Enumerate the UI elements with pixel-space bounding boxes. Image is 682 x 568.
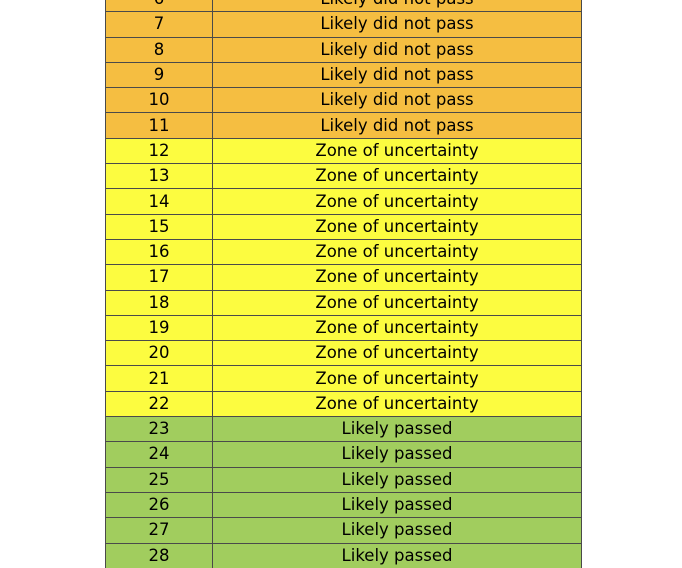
- status-cell[interactable]: Likely did not pass: [212, 11, 582, 38]
- status-cell[interactable]: Likely passed: [212, 491, 582, 519]
- score-cell[interactable]: 20: [105, 340, 213, 367]
- status-cell[interactable]: Zone of uncertainty: [212, 163, 582, 190]
- score-cell[interactable]: 25: [105, 466, 213, 493]
- table-row: 10 Likely did not pass: [105, 87, 582, 114]
- table-row: 8 Likely did not pass: [105, 36, 582, 63]
- status-cell[interactable]: Likely passed: [212, 466, 582, 493]
- table-row: 15 Zone of uncertainty: [105, 213, 582, 240]
- table-row: 19 Zone of uncertainty: [105, 314, 582, 342]
- score-cell[interactable]: 18: [105, 289, 213, 316]
- status-cell[interactable]: Zone of uncertainty: [212, 340, 582, 367]
- table-row: 17 Zone of uncertainty: [105, 264, 582, 291]
- status-cell[interactable]: Zone of uncertainty: [212, 213, 582, 240]
- score-cell[interactable]: 12: [105, 137, 213, 165]
- status-cell[interactable]: Zone of uncertainty: [212, 264, 582, 291]
- status-cell[interactable]: Likely passed: [212, 542, 582, 568]
- table-row: 20 Zone of uncertainty: [105, 340, 582, 367]
- status-cell[interactable]: Zone of uncertainty: [212, 238, 582, 266]
- table-row: 27 Likely passed: [105, 517, 582, 544]
- status-cell[interactable]: Zone of uncertainty: [212, 390, 582, 418]
- score-cell[interactable]: 15: [105, 213, 213, 240]
- score-cell[interactable]: 28: [105, 542, 213, 568]
- status-cell[interactable]: Zone of uncertainty: [212, 365, 582, 392]
- table-row: 18 Zone of uncertainty: [105, 289, 582, 316]
- table-row: 23 Likely passed: [105, 416, 582, 443]
- table-row: 25 Likely passed: [105, 466, 582, 493]
- score-cell[interactable]: 23: [105, 416, 213, 443]
- score-cell[interactable]: 21: [105, 365, 213, 392]
- table-row: 28 Likely passed: [105, 542, 582, 568]
- score-cell[interactable]: 11: [105, 112, 213, 139]
- status-cell[interactable]: Zone of uncertainty: [212, 137, 582, 165]
- table-row: 14 Zone of uncertainty: [105, 188, 582, 215]
- table-row: 22 Zone of uncertainty: [105, 390, 582, 418]
- score-cell[interactable]: 10: [105, 87, 213, 114]
- score-cell[interactable]: 13: [105, 163, 213, 190]
- score-cell[interactable]: 19: [105, 314, 213, 342]
- score-cell[interactable]: 16: [105, 238, 213, 266]
- status-cell[interactable]: Likely passed: [212, 416, 582, 443]
- score-cell[interactable]: 7: [105, 11, 213, 38]
- status-cell[interactable]: Likely did not pass: [212, 112, 582, 139]
- score-cell[interactable]: 6: [105, 0, 213, 13]
- score-cell[interactable]: 24: [105, 441, 213, 468]
- status-cell[interactable]: Likely did not pass: [212, 87, 582, 114]
- table-row: 13 Zone of uncertainty: [105, 163, 582, 190]
- status-cell[interactable]: Zone of uncertainty: [212, 188, 582, 215]
- score-cell[interactable]: 17: [105, 264, 213, 291]
- table-row: 12 Zone of uncertainty: [105, 137, 582, 165]
- status-cell[interactable]: Zone of uncertainty: [212, 289, 582, 316]
- score-cell[interactable]: 22: [105, 390, 213, 418]
- status-cell[interactable]: Likely passed: [212, 441, 582, 468]
- table-row: 21 Zone of uncertainty: [105, 365, 582, 392]
- table-row: 11 Likely did not pass: [105, 112, 582, 139]
- status-cell[interactable]: Likely did not pass: [212, 36, 582, 63]
- table-row: 26 Likely passed: [105, 491, 582, 519]
- status-cell[interactable]: Likely did not pass: [212, 61, 582, 89]
- table-row: 9 Likely did not pass: [105, 61, 582, 89]
- status-cell[interactable]: Likely did not pass: [212, 0, 582, 13]
- table-row: 24 Likely passed: [105, 441, 582, 468]
- table-row: 16 Zone of uncertainty: [105, 238, 582, 266]
- status-cell[interactable]: Zone of uncertainty: [212, 314, 582, 342]
- status-cell[interactable]: Likely passed: [212, 517, 582, 544]
- score-cell[interactable]: 8: [105, 36, 213, 63]
- score-cell[interactable]: 14: [105, 188, 213, 215]
- score-cell[interactable]: 27: [105, 517, 213, 544]
- table-row: 7 Likely did not pass: [105, 11, 582, 38]
- score-cell[interactable]: 9: [105, 61, 213, 89]
- score-cell[interactable]: 26: [105, 491, 213, 519]
